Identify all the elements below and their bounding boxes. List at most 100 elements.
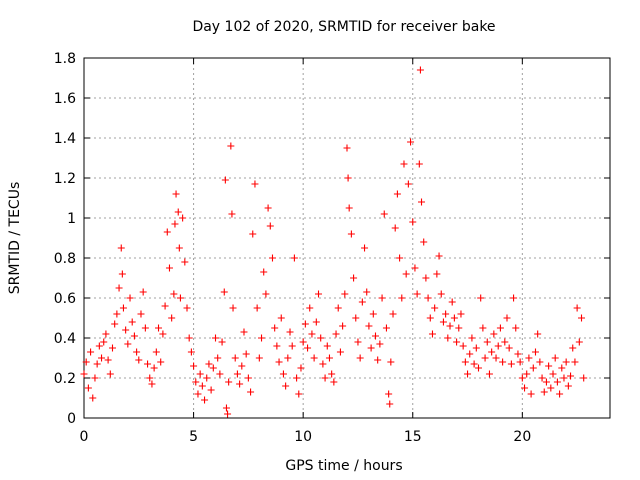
data-point: [514, 350, 522, 358]
data-point: [82, 358, 90, 366]
data-point: [80, 370, 88, 378]
data-point: [124, 340, 132, 348]
data-point: [168, 314, 176, 322]
y-tick-label: 1: [67, 211, 76, 227]
data-point: [87, 348, 95, 356]
data-point: [104, 356, 112, 364]
data-point: [225, 378, 233, 386]
data-point: [510, 294, 518, 302]
data-point: [444, 334, 452, 342]
data-point: [352, 314, 360, 322]
data-point: [190, 362, 198, 370]
data-point: [306, 304, 314, 312]
data-point: [328, 370, 336, 378]
data-point: [571, 358, 579, 366]
x-tick-label: 15: [404, 429, 422, 445]
data-point: [418, 198, 426, 206]
y-tick-label: 1.4: [54, 131, 76, 147]
data-point: [472, 344, 480, 352]
data-point: [369, 310, 377, 318]
data-point: [562, 358, 570, 366]
data-point: [483, 338, 491, 346]
data-point: [161, 302, 169, 310]
data-point: [411, 264, 419, 272]
data-point: [387, 358, 395, 366]
axis-ticks: 0 0.2 0.4 0.6 0.8 1 1.2 1.4 1.6 1.8 0 5 10 15 20: [54, 51, 610, 445]
data-point: [518, 374, 526, 382]
data-point: [573, 304, 581, 312]
data-point: [221, 176, 229, 184]
data-point: [391, 224, 399, 232]
data-point: [344, 174, 352, 182]
data-point: [224, 410, 232, 418]
x-tick-label: 0: [80, 429, 89, 445]
data-point: [242, 350, 250, 358]
data-point: [448, 298, 456, 306]
data-point: [558, 364, 566, 372]
data-point: [244, 374, 252, 382]
data-point: [216, 370, 224, 378]
data-point: [295, 390, 303, 398]
data-point: [260, 268, 268, 276]
data-point: [446, 322, 454, 330]
data-point: [201, 396, 209, 404]
data-point: [494, 342, 502, 350]
y-axis-label: SRMTID / TECUs: [7, 182, 23, 295]
data-point: [420, 238, 428, 246]
data-point: [398, 294, 406, 302]
data-point: [196, 370, 204, 378]
data-point: [108, 344, 116, 352]
plot-frame: [83, 57, 611, 419]
data-point: [275, 358, 283, 366]
data-point: [137, 310, 145, 318]
data-point: [496, 324, 504, 332]
data-point: [380, 210, 388, 218]
data-point: [354, 338, 362, 346]
data-point: [437, 290, 445, 298]
data-point: [545, 362, 553, 370]
data-point: [181, 258, 189, 266]
data-point: [551, 354, 559, 362]
data-point: [538, 374, 546, 382]
data-point: [461, 358, 469, 366]
data-point: [386, 400, 394, 408]
data-point: [172, 190, 180, 198]
y-tick-label: 0.4: [54, 331, 76, 347]
data-point: [416, 66, 424, 74]
data-point: [315, 290, 323, 298]
data-point: [358, 298, 366, 306]
data-point: [396, 254, 404, 262]
data-point: [490, 330, 498, 338]
data-point: [521, 384, 529, 392]
data-point: [209, 364, 217, 372]
data-point: [238, 362, 246, 370]
data-point: [479, 324, 487, 332]
data-points: [80, 66, 588, 418]
y-tick-label: 0: [67, 411, 76, 427]
data-point: [564, 382, 572, 390]
data-point: [139, 288, 147, 296]
data-point: [499, 358, 507, 366]
chart-title: Day 102 of 2020, SRMTID for receiver bak…: [192, 19, 495, 35]
data-point: [222, 404, 230, 412]
data-point: [146, 374, 154, 382]
data-point: [470, 360, 478, 368]
data-point: [84, 384, 92, 392]
data-point: [93, 360, 101, 368]
data-point: [176, 294, 184, 302]
data-point: [413, 290, 421, 298]
data-point: [378, 294, 386, 302]
data-point: [442, 310, 450, 318]
data-point: [385, 390, 393, 398]
data-point: [279, 370, 287, 378]
data-point: [575, 338, 583, 346]
data-point: [111, 320, 119, 328]
data-point: [157, 358, 165, 366]
data-point: [376, 340, 384, 348]
data-point: [155, 324, 163, 332]
data-point: [89, 394, 97, 402]
data-point: [171, 220, 179, 228]
data-point: [185, 334, 193, 342]
data-point: [98, 354, 106, 362]
data-point: [266, 222, 274, 230]
